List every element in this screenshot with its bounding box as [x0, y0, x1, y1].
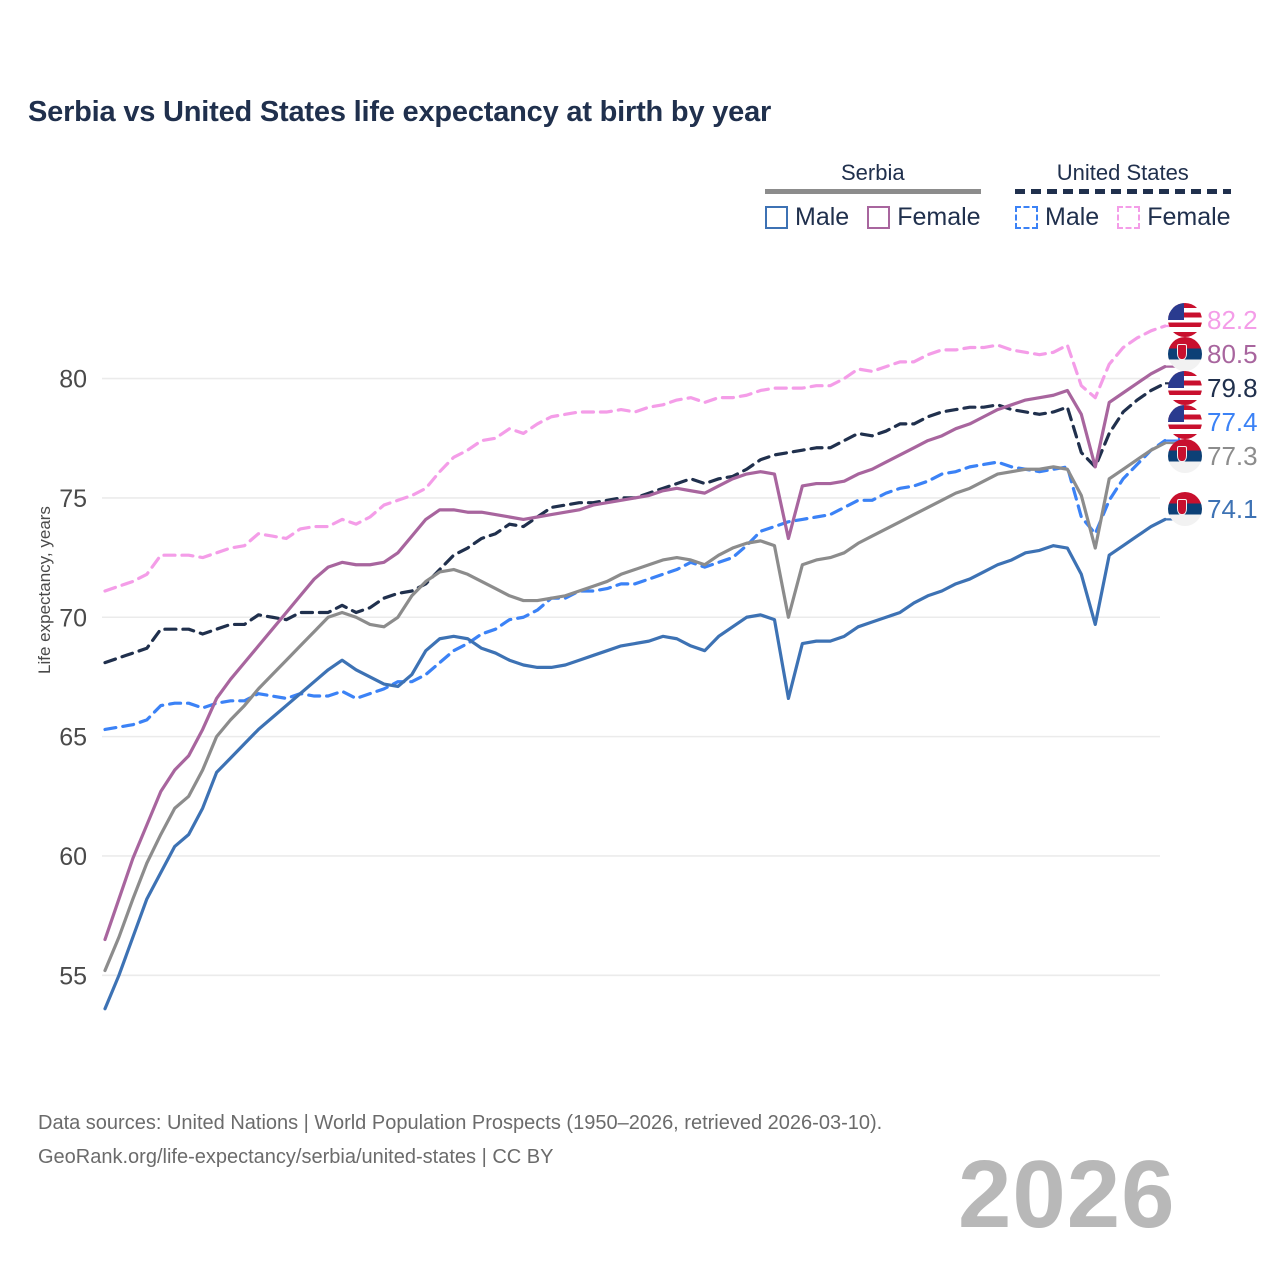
end-label-us-male: 77.4	[1168, 405, 1258, 439]
legend-rule-united-states	[1015, 189, 1231, 194]
series-line-serbia-male	[103, 517, 1167, 1011]
serbia-flag-icon	[1168, 337, 1202, 371]
series-line-united-states-total	[103, 381, 1167, 665]
chart-legend: Serbia Male Female United States Male	[760, 160, 1260, 240]
legend-swatch-us-male	[1015, 206, 1038, 229]
us-flag-icon	[1168, 371, 1202, 405]
legend-swatch-us-female	[1117, 206, 1141, 229]
y-tick-label: 60	[59, 843, 87, 871]
end-value-text: 74.1	[1207, 493, 1258, 524]
footer-line-url[interactable]: GeoRank.org/life-expectancy/serbia/unite…	[38, 1146, 554, 1168]
y-tick-label: 70	[59, 604, 87, 632]
serbia-flag-icon	[1168, 439, 1202, 473]
legend-label-us-female: Female	[1147, 203, 1231, 231]
legend-label-us-male: Male	[1045, 203, 1100, 231]
end-value-text: 77.3	[1207, 440, 1258, 471]
us-flag-icon	[1168, 405, 1202, 439]
end-label-serbia-total: 77.3	[1168, 439, 1258, 473]
legend-group-serbia: Serbia Male Female	[765, 160, 981, 232]
legend-label-serbia-male: Male	[795, 203, 850, 231]
watermark-year: 2026	[958, 1141, 1176, 1248]
end-value-text: 82.2	[1207, 304, 1258, 335]
us-flag-canton	[1168, 405, 1185, 422]
y-tick-label: 75	[59, 485, 87, 513]
legend-swatch-serbia-female	[867, 206, 891, 229]
legend-swatch-serbia-male	[765, 206, 788, 229]
footer-line-sources: Data sources: United Nations | World Pop…	[38, 1112, 883, 1134]
serbia-flag-crest	[1176, 446, 1188, 462]
serbia-flag-crest	[1176, 499, 1188, 515]
y-tick-label: 55	[59, 962, 87, 990]
us-flag-canton	[1168, 371, 1185, 388]
legend-item-serbia-female[interactable]: Female	[867, 203, 981, 232]
y-tick-label: 80	[59, 366, 87, 394]
end-label-serbia-male: 74.1	[1168, 492, 1258, 526]
end-label-us-female: 82.2	[1168, 303, 1258, 337]
page-title: Serbia vs United States life expectancy …	[28, 96, 772, 128]
us-flag-icon	[1168, 303, 1202, 337]
legend-label-serbia-female: Female	[897, 203, 981, 231]
y-axis-title: Life expectancy, years	[35, 506, 54, 674]
series-line-united-states-female	[103, 324, 1167, 593]
serbia-flag-crest	[1176, 344, 1188, 360]
end-label-us-total: 79.8	[1168, 371, 1258, 405]
plot-area: Life expectancy, years 55606570758019501…	[0, 250, 1280, 1243]
end-label-serbia-female: 80.5	[1168, 337, 1258, 371]
legend-item-us-male[interactable]: Male	[1015, 203, 1099, 232]
legend-item-serbia-male[interactable]: Male	[765, 203, 849, 232]
legend-rule-serbia	[765, 189, 981, 194]
series-line-serbia-female	[103, 365, 1167, 942]
footer-credits: Data sources: United Nations | World Pop…	[38, 1106, 882, 1174]
serbia-flag-icon	[1168, 492, 1202, 526]
end-value-text: 77.4	[1207, 406, 1258, 437]
legend-group-united-states-title: United States	[1056, 160, 1189, 185]
end-value-text: 79.8	[1207, 372, 1258, 403]
us-flag-canton	[1168, 303, 1185, 320]
line-chart-svg: 5560657075801950196019701980199020002010…	[59, 318, 1193, 1011]
end-value-text: 80.5	[1207, 338, 1258, 369]
legend-item-us-female[interactable]: Female	[1117, 203, 1231, 232]
legend-group-serbia-title: Serbia	[840, 160, 905, 185]
series-line-united-states-male	[103, 439, 1167, 732]
legend-group-united-states: United States Male Female	[1015, 160, 1231, 232]
series-line-serbia-total	[103, 441, 1167, 973]
y-tick-label: 65	[59, 724, 87, 752]
